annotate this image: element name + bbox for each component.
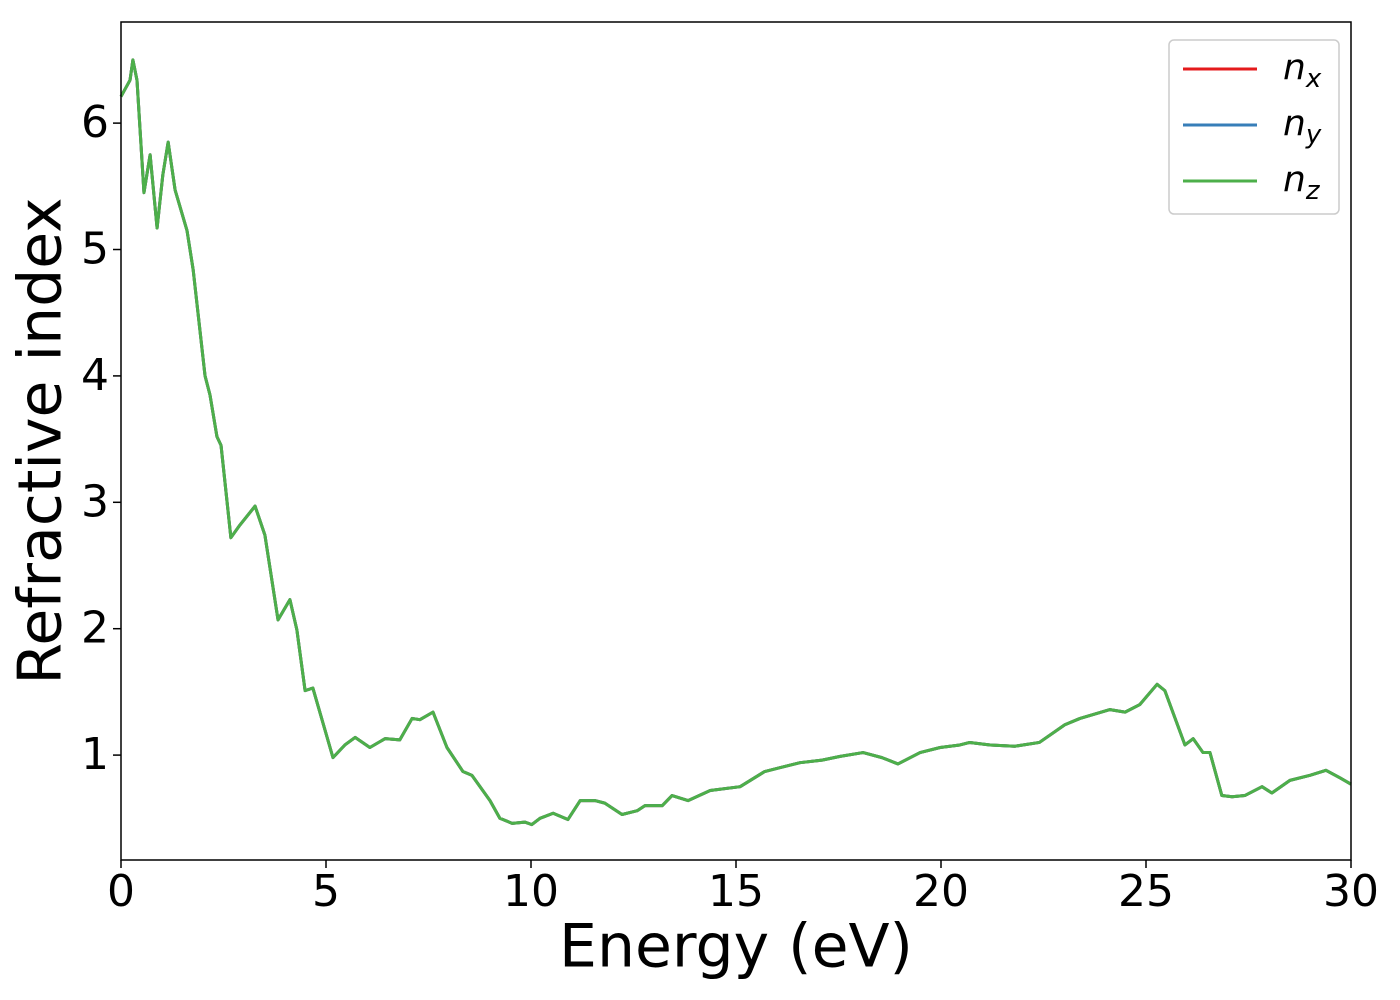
x-axis-label: Energy (eV) <box>559 912 913 982</box>
y-tick-label: 1 <box>81 729 109 780</box>
legend-label: ny <box>1283 103 1322 150</box>
x-tick-label: 15 <box>708 866 764 917</box>
x-tick-label: 10 <box>503 866 559 917</box>
series-line <box>119 58 1352 827</box>
y-tick-label: 3 <box>81 476 109 527</box>
y-tick-label: 5 <box>81 224 109 275</box>
series-line <box>119 58 1352 827</box>
x-tick-label: 20 <box>913 866 969 917</box>
legend-label: nx <box>1283 47 1322 94</box>
y-axis-label: Refractive index <box>6 197 76 684</box>
x-tick-label: 30 <box>1323 866 1379 917</box>
y-tick-label: 2 <box>81 603 109 654</box>
x-tick-label: 0 <box>107 866 135 917</box>
y-tick-label: 4 <box>81 350 109 401</box>
legend-box <box>1168 39 1340 215</box>
x-tick-label: 25 <box>1118 866 1174 917</box>
legend-label: nz <box>1283 159 1321 206</box>
plot-frame <box>120 21 1352 861</box>
series-line <box>119 58 1352 827</box>
y-tick-label: 6 <box>81 97 109 148</box>
x-tick-label: 5 <box>312 866 340 917</box>
